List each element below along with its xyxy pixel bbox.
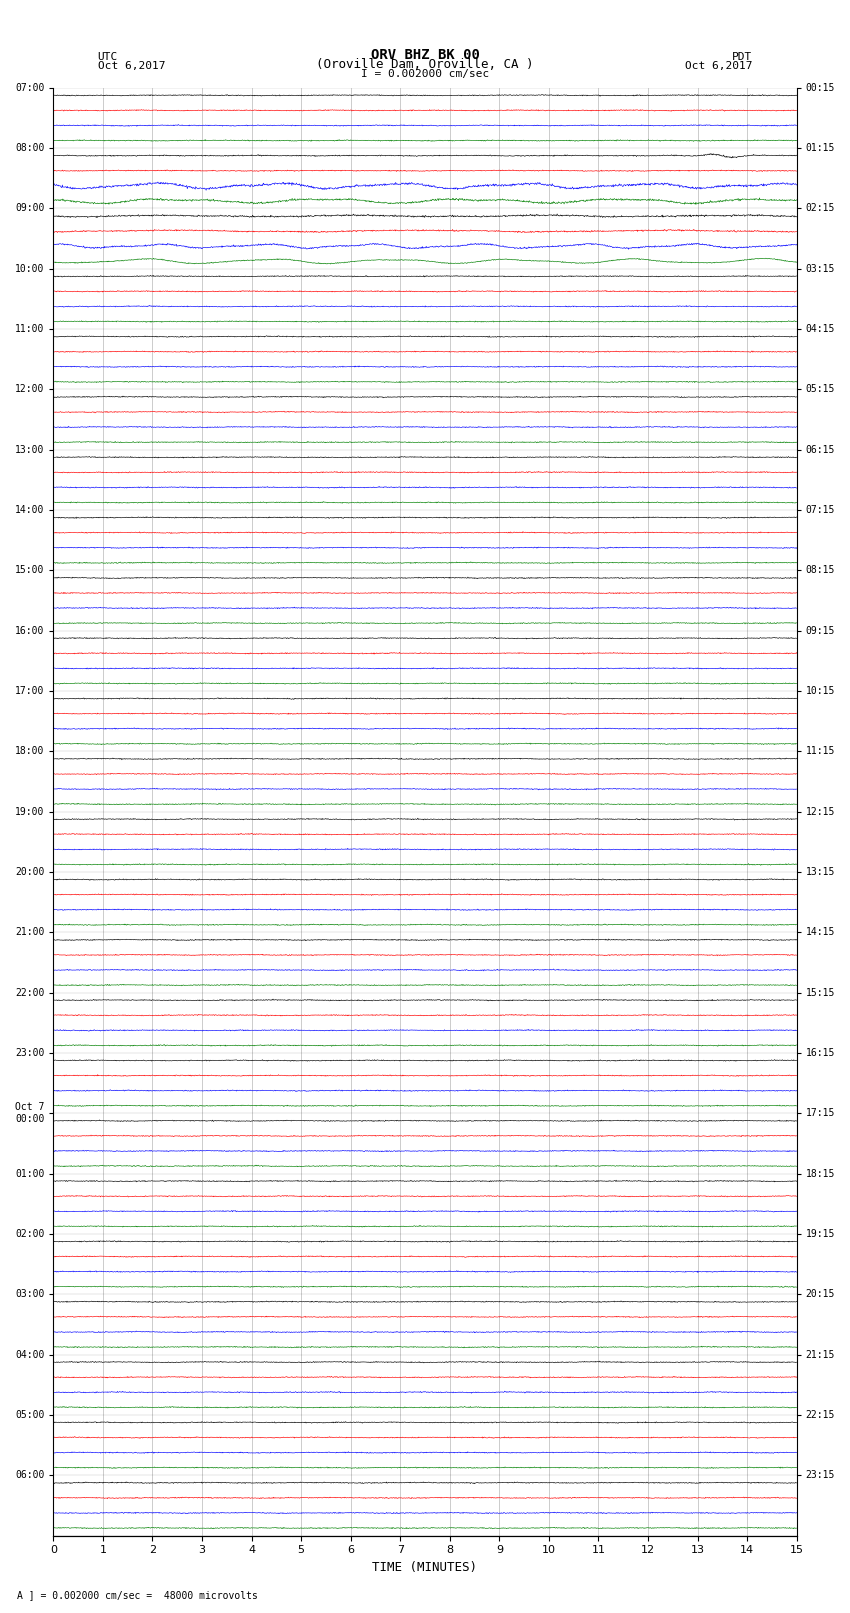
- Text: (Oroville Dam, Oroville, CA ): (Oroville Dam, Oroville, CA ): [316, 58, 534, 71]
- Text: ORV BHZ BK 00: ORV BHZ BK 00: [371, 48, 479, 63]
- Text: PDT: PDT: [732, 52, 752, 63]
- Text: UTC: UTC: [98, 52, 118, 63]
- Text: A ] = 0.002000 cm/sec =  48000 microvolts: A ] = 0.002000 cm/sec = 48000 microvolts: [17, 1590, 258, 1600]
- Text: Oct 6,2017: Oct 6,2017: [685, 61, 752, 71]
- Text: I = 0.002000 cm/sec: I = 0.002000 cm/sec: [361, 69, 489, 79]
- Text: Oct 6,2017: Oct 6,2017: [98, 61, 165, 71]
- X-axis label: TIME (MINUTES): TIME (MINUTES): [372, 1561, 478, 1574]
